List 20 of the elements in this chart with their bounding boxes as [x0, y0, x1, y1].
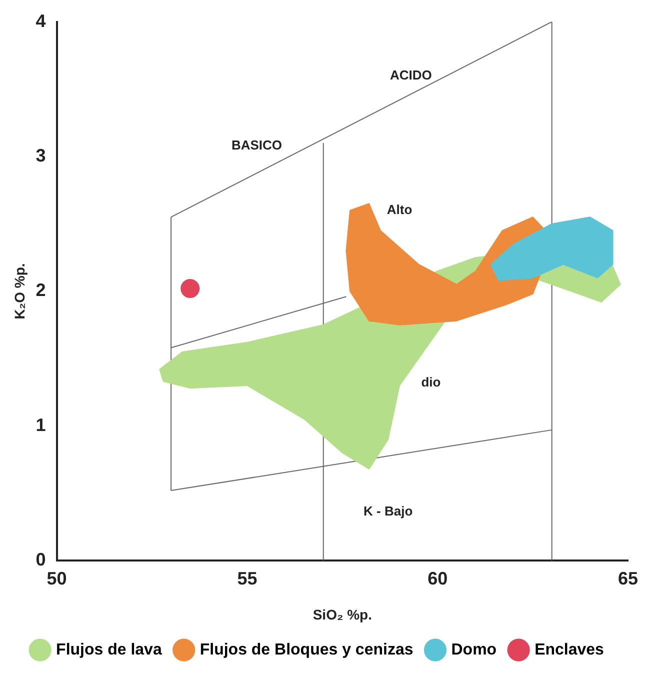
legend-label: Enclaves — [534, 641, 604, 658]
legend-label: Flujos de lava — [56, 641, 162, 658]
annotation: Alto — [386, 202, 412, 217]
y-axis-title: K₂O %p. — [11, 263, 28, 320]
annotation: BASICO — [231, 137, 282, 152]
x-axis-title: SiO₂ %p. — [312, 606, 372, 622]
x-tick-label: 60 — [428, 568, 448, 588]
annotation: K - Bajo — [364, 504, 413, 519]
annotation: ACIDO — [390, 67, 432, 82]
y-tick-label: 4 — [36, 10, 46, 31]
y-tick-label: 0 — [36, 550, 46, 570]
y-tick-label: 2 — [36, 280, 46, 300]
annotation: dio — [421, 374, 441, 390]
x-tick-label: 55 — [237, 568, 258, 588]
legend-label: Flujos de Bloques y cenizas — [200, 641, 414, 658]
y-tick-label: 1 — [36, 414, 46, 435]
y-tick-label: 3 — [36, 145, 46, 166]
x-tick-label: 50 — [46, 568, 67, 588]
legend-label: Domo — [451, 641, 497, 658]
x-tick-label: 65 — [618, 568, 638, 588]
